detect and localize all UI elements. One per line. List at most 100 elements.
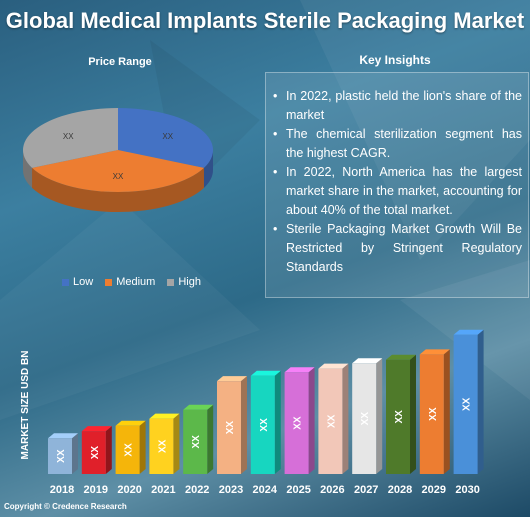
- legend-item-low: Low: [62, 276, 93, 288]
- bar-front: [48, 438, 72, 474]
- bar-2029: [419, 349, 450, 474]
- bar-data-label: XX: [259, 418, 270, 432]
- page-title: Global Medical Implants Sterile Packagin…: [5, 8, 525, 33]
- x-tick-label: 2026: [320, 484, 344, 496]
- legend-item-medium: Medium: [105, 276, 155, 288]
- bar-2018: [48, 433, 78, 474]
- x-tick-label: 2028: [388, 484, 412, 496]
- key-insights-title: Key Insights: [359, 53, 431, 67]
- x-tick-label: 2023: [219, 484, 243, 496]
- bar-front: [183, 409, 208, 474]
- copyright-text: Copyright © Credence Research: [4, 502, 127, 511]
- bar-top: [183, 404, 214, 410]
- bar-side: [443, 349, 450, 474]
- bar-top: [48, 433, 78, 439]
- pie-slice-side: [23, 150, 33, 188]
- bar-data-label: XX: [293, 416, 304, 430]
- bar-data-label: XX: [191, 435, 202, 449]
- x-tick-label: 2024: [253, 484, 278, 496]
- bar-data-label: XX: [360, 412, 371, 426]
- bar-2023: [217, 376, 247, 474]
- legend-swatch-low: [62, 278, 69, 286]
- legend-label-medium: Medium: [116, 276, 156, 288]
- x-tick-label: 2018: [50, 484, 74, 496]
- insight-item: Sterile Packaging Market Growth Will Be …: [273, 220, 522, 277]
- x-tick-label: 2021: [151, 484, 175, 496]
- bar-front: [352, 363, 377, 474]
- bar-front: [386, 359, 410, 474]
- bar-top: [419, 349, 450, 355]
- bar-front: [115, 425, 140, 474]
- bar-2026: [318, 363, 349, 474]
- bar-data-label: XX: [428, 407, 439, 421]
- bar-top: [386, 354, 416, 360]
- pie-slice-side: [32, 167, 204, 212]
- pie-slice-low: [118, 108, 213, 168]
- bar-side: [308, 367, 315, 474]
- key-insights-box: In 2022, plastic held the lion's share o…: [265, 72, 529, 298]
- bar-top: [81, 426, 112, 432]
- bar-front: [250, 375, 275, 474]
- bar-top: [352, 358, 383, 364]
- bar-data-label: XX: [157, 439, 168, 453]
- pie-chart: XX XX XX: [23, 108, 213, 212]
- x-tick-label: 2029: [422, 484, 446, 496]
- bar-side: [173, 413, 180, 474]
- pie-legend: Low Medium High: [62, 276, 201, 288]
- bar-data-label: XX: [326, 414, 337, 428]
- bar-data-label: XX: [124, 443, 135, 457]
- bar-top: [284, 367, 315, 373]
- bar-data-label: XX: [56, 449, 67, 463]
- bar-side: [207, 404, 214, 474]
- key-insights-list: In 2022, plastic held the lion's share o…: [266, 73, 528, 277]
- x-tick-label: 2025: [286, 484, 310, 496]
- pie-slice-label: XX: [162, 132, 173, 141]
- x-tick-label: 2027: [354, 484, 378, 496]
- bar-top: [250, 370, 281, 376]
- x-tick-label: 2030: [455, 484, 479, 496]
- bar-side: [342, 363, 349, 474]
- bar-front: [318, 368, 343, 474]
- bar-data-label: XX: [462, 397, 473, 411]
- bar-2021: [149, 413, 180, 474]
- bar-side: [410, 354, 416, 474]
- bar-2027: [352, 358, 383, 474]
- x-tick-label: 2020: [117, 484, 141, 496]
- bar-2024: [250, 370, 281, 474]
- bar-side: [72, 433, 78, 474]
- legend-item-high: High: [167, 276, 201, 288]
- bar-side: [274, 370, 281, 474]
- bar-top: [217, 376, 247, 382]
- bar-2030: [453, 329, 484, 474]
- bar-top: [115, 420, 146, 426]
- bar-front: [284, 372, 309, 474]
- bar-side: [139, 420, 146, 474]
- bar-top: [149, 413, 180, 419]
- legend-label-low: Low: [73, 276, 94, 288]
- bar-data-label: XX: [90, 446, 101, 460]
- pie-chart-title: Price Range: [88, 56, 152, 68]
- pie-slice-side: [203, 150, 213, 188]
- bar-chart: XX 2018 XX 2019 XX 2020 XX 2021 XX 2022 XX 2023 XX 20…: [48, 329, 484, 496]
- bar-data-label: XX: [394, 410, 405, 424]
- insight-item: The chemical sterilization segment has t…: [273, 125, 522, 163]
- x-tick-label: 2019: [84, 484, 108, 496]
- pie-slice-label: XX: [63, 132, 74, 141]
- insight-item: In 2022, North America has the largest m…: [273, 163, 522, 220]
- pie-slice-label: XX: [113, 172, 124, 181]
- bar-2028: [386, 354, 416, 474]
- pie-slice-high: [23, 108, 118, 168]
- bar-2020: [115, 420, 146, 474]
- x-tick-label: 2022: [185, 484, 209, 496]
- bar-top: [318, 363, 349, 369]
- bar-2025: [284, 367, 315, 474]
- bar-front: [419, 354, 444, 474]
- bar-side: [376, 358, 383, 474]
- bar-2019: [81, 426, 112, 474]
- bar-front: [217, 381, 241, 474]
- bar-side: [477, 329, 484, 474]
- bar-front: [81, 431, 106, 474]
- bar-front: [453, 334, 478, 474]
- bar-side: [105, 426, 112, 474]
- insight-item: In 2022, plastic held the lion's share o…: [273, 87, 522, 125]
